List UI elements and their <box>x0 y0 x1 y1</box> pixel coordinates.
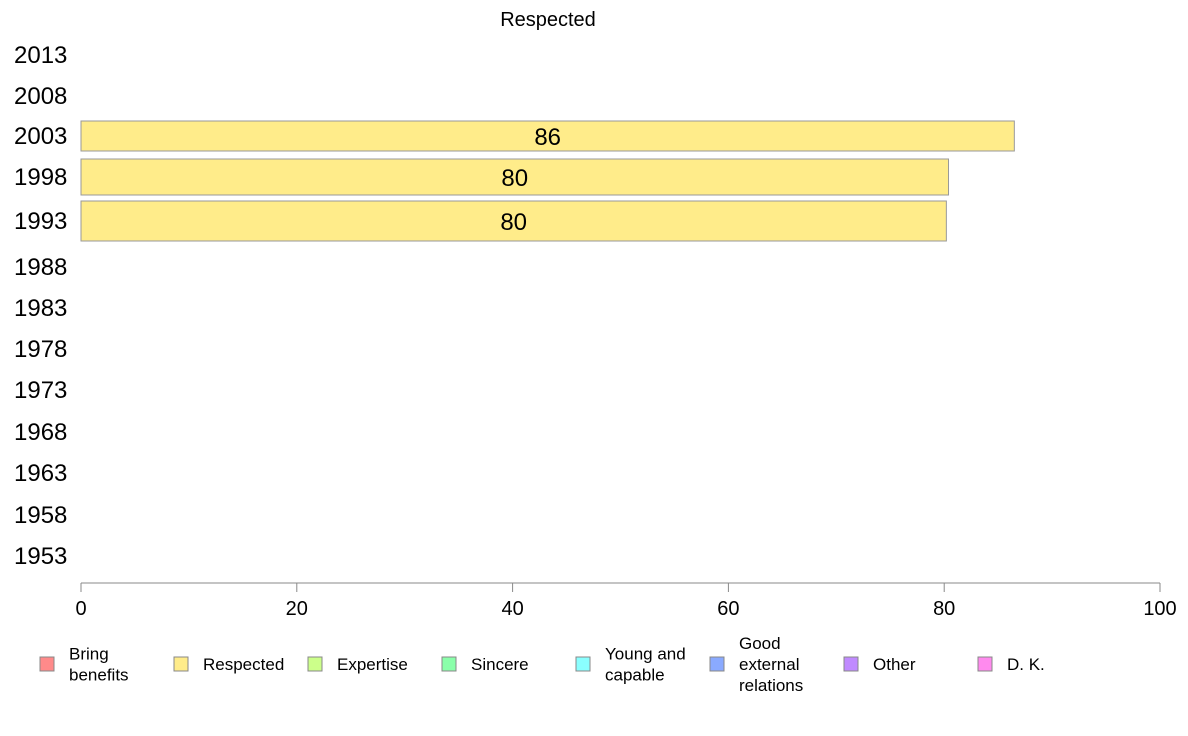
category-label-1973: 1973 <box>14 377 67 404</box>
legend-swatch <box>173 656 189 672</box>
category-label-1953: 1953 <box>14 543 67 570</box>
legend-item-5: Young and capable <box>575 645 690 685</box>
data-label-2003: 86 <box>534 124 561 151</box>
legend-swatch <box>307 656 323 672</box>
legend-swatch <box>39 656 55 672</box>
bar-2003 <box>80 120 1015 152</box>
x-tick-label-60: 60 <box>717 598 739 620</box>
category-label-2013: 2013 <box>14 42 67 69</box>
legend-item-7: Other <box>843 655 916 674</box>
x-tick-label-20: 20 <box>286 598 308 620</box>
chart-title: Respected <box>500 9 596 31</box>
data-label-1998: 80 <box>501 165 528 192</box>
legend-swatch <box>575 656 591 672</box>
legend-label: D. K. <box>1007 655 1045 674</box>
legend-item-1: Bring benefits <box>39 645 129 685</box>
bar-1993 <box>80 200 947 242</box>
legend: Bring benefits Respected Expertise Sincere Y… <box>39 634 1045 695</box>
category-label-1963: 1963 <box>14 460 67 487</box>
legend-label: Other <box>873 655 916 674</box>
legend-item-2: Respected <box>173 655 284 674</box>
legend-swatch <box>441 656 457 672</box>
legend-swatch <box>977 656 993 672</box>
legend-item-4: Sincere <box>441 655 529 674</box>
x-tick-label-100: 100 <box>1143 598 1176 620</box>
legend-item-8: D. K. <box>977 655 1045 674</box>
x-tick-label-0: 0 <box>75 598 86 620</box>
category-label-1988: 1988 <box>14 254 67 281</box>
category-label-1998: 1998 <box>14 164 67 191</box>
x-tick-label-40: 40 <box>501 598 523 620</box>
x-tick-label-80: 80 <box>933 598 955 620</box>
category-label-1983: 1983 <box>14 295 67 322</box>
legend-label: Young and capable <box>605 645 690 685</box>
bar-1998 <box>80 158 950 196</box>
legend-label: Respected <box>203 655 284 674</box>
category-label-1958: 1958 <box>14 502 67 529</box>
category-label-1968: 1968 <box>14 419 67 446</box>
category-label-1993: 1993 <box>14 208 67 235</box>
legend-item-3: Expertise <box>307 655 408 674</box>
legend-label: Sincere <box>471 655 529 674</box>
legend-swatch <box>709 656 725 672</box>
x-axis: 0 20 40 60 80 100 <box>75 582 1177 620</box>
legend-label: Bring benefits <box>69 645 129 685</box>
legend-label: Good external relations <box>739 634 804 695</box>
legend-item-6: Good external relations <box>709 634 804 695</box>
category-label-1978: 1978 <box>14 336 67 363</box>
category-label-2008: 2008 <box>14 83 67 110</box>
legend-swatch <box>843 656 859 672</box>
data-label-1993: 80 <box>500 209 527 236</box>
legend-label: Expertise <box>337 655 408 674</box>
category-label-2003: 2003 <box>14 123 67 150</box>
category-labels: 2013 2008 2003 1998 1993 1988 1983 1978 1973 1968… <box>14 42 67 570</box>
